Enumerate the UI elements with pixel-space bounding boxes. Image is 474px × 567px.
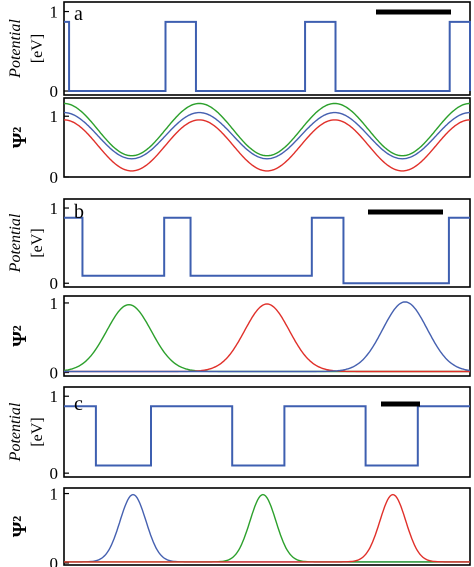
psi2-ylabel: Ψ² xyxy=(9,127,31,149)
panel-letter: a xyxy=(74,3,83,25)
psi2-frame xyxy=(63,97,471,178)
potential-ylabel: Potential xyxy=(7,213,24,273)
psi2-ylabel: Ψ² xyxy=(9,325,31,347)
y-tick-label: 1 xyxy=(50,107,59,126)
potential-unit-label: [eV] xyxy=(29,34,46,63)
y-tick-label: 1 xyxy=(50,294,59,313)
psi2-peak-line xyxy=(64,493,470,563)
psi2-series-line xyxy=(64,111,470,160)
y-tick-label: 1 xyxy=(50,199,59,218)
potential-step-line xyxy=(64,20,471,93)
potential-unit-label: [eV] xyxy=(29,228,46,257)
potential-frame xyxy=(63,198,471,288)
potential-frame xyxy=(63,1,471,96)
y-tick-label: 0 xyxy=(50,364,59,383)
potential-step-line xyxy=(64,216,470,285)
y-tick-label: 0 xyxy=(50,168,59,187)
psi2-peak-line xyxy=(63,303,470,373)
y-tick-label: 0 xyxy=(50,274,59,293)
y-tick-label: 0 xyxy=(50,82,59,101)
psi2-ylabel: Ψ² xyxy=(9,516,31,538)
psi2-series-line xyxy=(64,119,470,172)
potential-ylabel: Potential xyxy=(7,19,24,79)
panel-letter: b xyxy=(74,201,84,223)
psi2-series-line xyxy=(64,102,470,157)
y-tick-label: 0 xyxy=(50,554,59,567)
y-tick-label: 0 xyxy=(50,464,59,483)
psi2-peak-line xyxy=(64,301,471,373)
potential-ylabel: Potential xyxy=(7,402,24,462)
psi2-frame xyxy=(63,487,471,566)
psi2-peak-line xyxy=(64,303,470,373)
y-tick-label: 1 xyxy=(50,485,59,504)
potential-frame xyxy=(63,386,471,478)
y-tick-label: 1 xyxy=(50,3,59,22)
y-tick-label: 1 xyxy=(50,387,59,406)
potential-step-line xyxy=(64,405,470,467)
panel-letter: c xyxy=(74,393,83,415)
psi2-peak-line xyxy=(64,493,470,563)
potential-unit-label: [eV] xyxy=(29,417,46,446)
psi2-frame xyxy=(63,295,471,377)
